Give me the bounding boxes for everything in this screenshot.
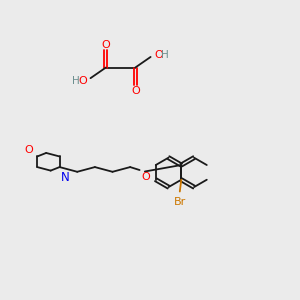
Text: O: O <box>78 76 87 85</box>
Text: O: O <box>142 172 150 182</box>
Text: Br: Br <box>174 197 186 207</box>
Text: N: N <box>61 172 70 184</box>
Text: O: O <box>131 85 140 95</box>
Text: H: H <box>73 76 80 85</box>
Text: O: O <box>24 145 33 155</box>
Text: O: O <box>101 40 110 50</box>
Text: O: O <box>154 50 163 60</box>
Text: H: H <box>161 50 169 60</box>
